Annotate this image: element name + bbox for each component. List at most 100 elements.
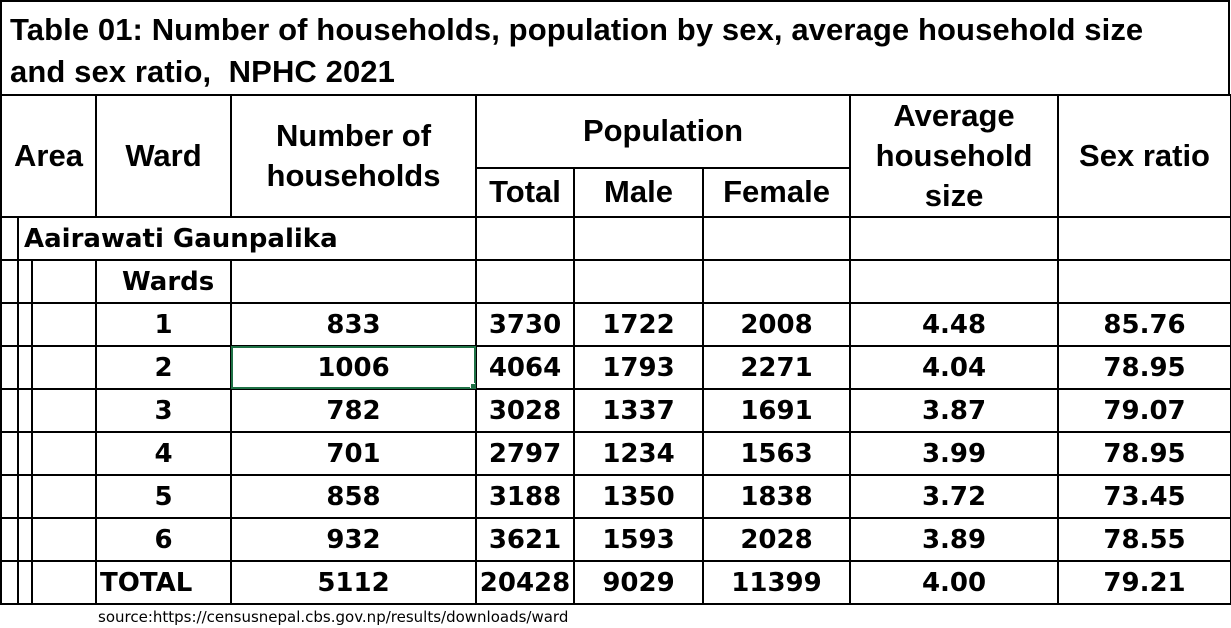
header-male[interactable]: Male [573,166,705,219]
sex-ratio-value[interactable]: 78.95 [1057,431,1231,476]
area-cell[interactable] [17,388,33,433]
area-cell[interactable] [32,604,96,628]
total-households[interactable]: 5112 [230,560,478,605]
area-cell[interactable] [0,431,19,476]
header-ward[interactable]: Ward [95,94,233,218]
ward-number[interactable]: 6 [95,517,233,562]
avg-size-value[interactable]: 3.89 [849,517,1060,562]
ward-number[interactable]: 5 [95,474,233,519]
avg-size-value[interactable]: 3.99 [849,431,1060,476]
total-female[interactable]: 11399 [702,560,852,605]
male-value[interactable]: 1350 [573,474,705,519]
empty-cell[interactable] [230,259,478,304]
area-cell[interactable] [30,474,98,519]
empty-cell[interactable] [573,216,705,261]
header-area[interactable]: Area [0,94,98,218]
female-value[interactable]: 1838 [702,474,852,519]
households-value[interactable]: 782 [230,388,478,433]
area-cell[interactable] [0,345,19,390]
female-value[interactable]: 1563 [702,431,852,476]
households-value[interactable]: 701 [230,431,478,476]
total-value[interactable]: 2797 [475,431,576,476]
sex-ratio-value[interactable]: 85.76 [1057,302,1231,347]
empty-cell[interactable] [1057,259,1231,304]
female-value[interactable]: 2271 [702,345,852,390]
male-value[interactable]: 1793 [573,345,705,390]
empty-cell[interactable] [574,604,703,628]
male-value[interactable]: 1722 [573,302,705,347]
area-cell[interactable] [0,302,19,347]
area-cell[interactable] [0,474,19,519]
empty-cell[interactable] [1058,604,1231,628]
area-cell[interactable] [17,560,33,605]
area-cell[interactable] [0,216,19,261]
empty-cell[interactable] [573,259,705,304]
empty-cell[interactable] [850,604,1058,628]
female-value[interactable]: 2028 [702,517,852,562]
empty-cell[interactable] [849,216,1060,261]
total-value[interactable]: 3188 [475,474,576,519]
table-title[interactable]: Table 01: Number of households, populati… [0,0,1230,94]
area-cell[interactable] [30,345,98,390]
header-average-household-size[interactable]: Average household size [849,94,1060,218]
header-female[interactable]: Female [702,166,852,219]
wards-label[interactable]: Wards [95,259,233,304]
male-value[interactable]: 1593 [573,517,705,562]
total-avg-size[interactable]: 4.00 [849,560,1060,605]
avg-size-value[interactable]: 4.48 [849,302,1060,347]
ward-number[interactable]: 1 [95,302,233,347]
total-label[interactable]: TOTAL [95,560,233,605]
area-cell[interactable] [17,517,33,562]
empty-cell[interactable] [703,604,850,628]
area-cell[interactable] [0,517,19,562]
households-value-selected-cell[interactable]: 1006 [230,345,478,390]
sex-ratio-value[interactable]: 73.45 [1057,474,1231,519]
total-value[interactable]: 4064 [475,345,576,390]
avg-size-value[interactable]: 3.72 [849,474,1060,519]
area-cell[interactable] [30,517,98,562]
area-cell[interactable] [30,560,98,605]
area-cell[interactable] [1,604,18,628]
header-total[interactable]: Total [475,166,576,219]
area-cell[interactable] [30,388,98,433]
households-value[interactable]: 932 [230,517,478,562]
female-value[interactable]: 1691 [702,388,852,433]
households-value[interactable]: 858 [230,474,478,519]
avg-size-value[interactable]: 4.04 [849,345,1060,390]
area-cell[interactable] [17,431,33,476]
empty-cell[interactable] [702,216,852,261]
ward-number[interactable]: 2 [95,345,233,390]
total-value[interactable]: 3621 [475,517,576,562]
area-cell[interactable] [30,302,98,347]
total-population[interactable]: 20428 [475,560,576,605]
male-value[interactable]: 1337 [573,388,705,433]
source-note[interactable]: source:https://censusnepal.cbs.gov.np/re… [98,607,569,626]
area-cell[interactable] [0,560,19,605]
total-male[interactable]: 9029 [573,560,705,605]
header-population[interactable]: Population [475,94,852,169]
empty-cell[interactable] [1057,216,1231,261]
area-cell[interactable] [17,302,33,347]
area-cell[interactable] [0,388,19,433]
ward-number[interactable]: 4 [95,431,233,476]
area-cell[interactable] [0,259,19,304]
households-value[interactable]: 833 [230,302,478,347]
male-value[interactable]: 1234 [573,431,705,476]
header-sex-ratio[interactable]: Sex ratio [1057,94,1231,218]
ward-number[interactable]: 3 [95,388,233,433]
empty-cell[interactable] [702,259,852,304]
area-cell[interactable] [30,259,98,304]
area-cell[interactable] [18,604,32,628]
area-cell[interactable] [17,259,33,304]
sex-ratio-value[interactable]: 78.95 [1057,345,1231,390]
empty-cell[interactable] [475,216,576,261]
avg-size-value[interactable]: 3.87 [849,388,1060,433]
sex-ratio-value[interactable]: 78.55 [1057,517,1231,562]
area-cell[interactable] [17,345,33,390]
total-sex-ratio[interactable]: 79.21 [1057,560,1231,605]
municipality-name[interactable]: Aairawati Gaunpalika [16,216,478,261]
empty-cell[interactable] [475,259,576,304]
area-cell[interactable] [30,431,98,476]
area-cell[interactable] [17,474,33,519]
sex-ratio-value[interactable]: 79.07 [1057,388,1231,433]
